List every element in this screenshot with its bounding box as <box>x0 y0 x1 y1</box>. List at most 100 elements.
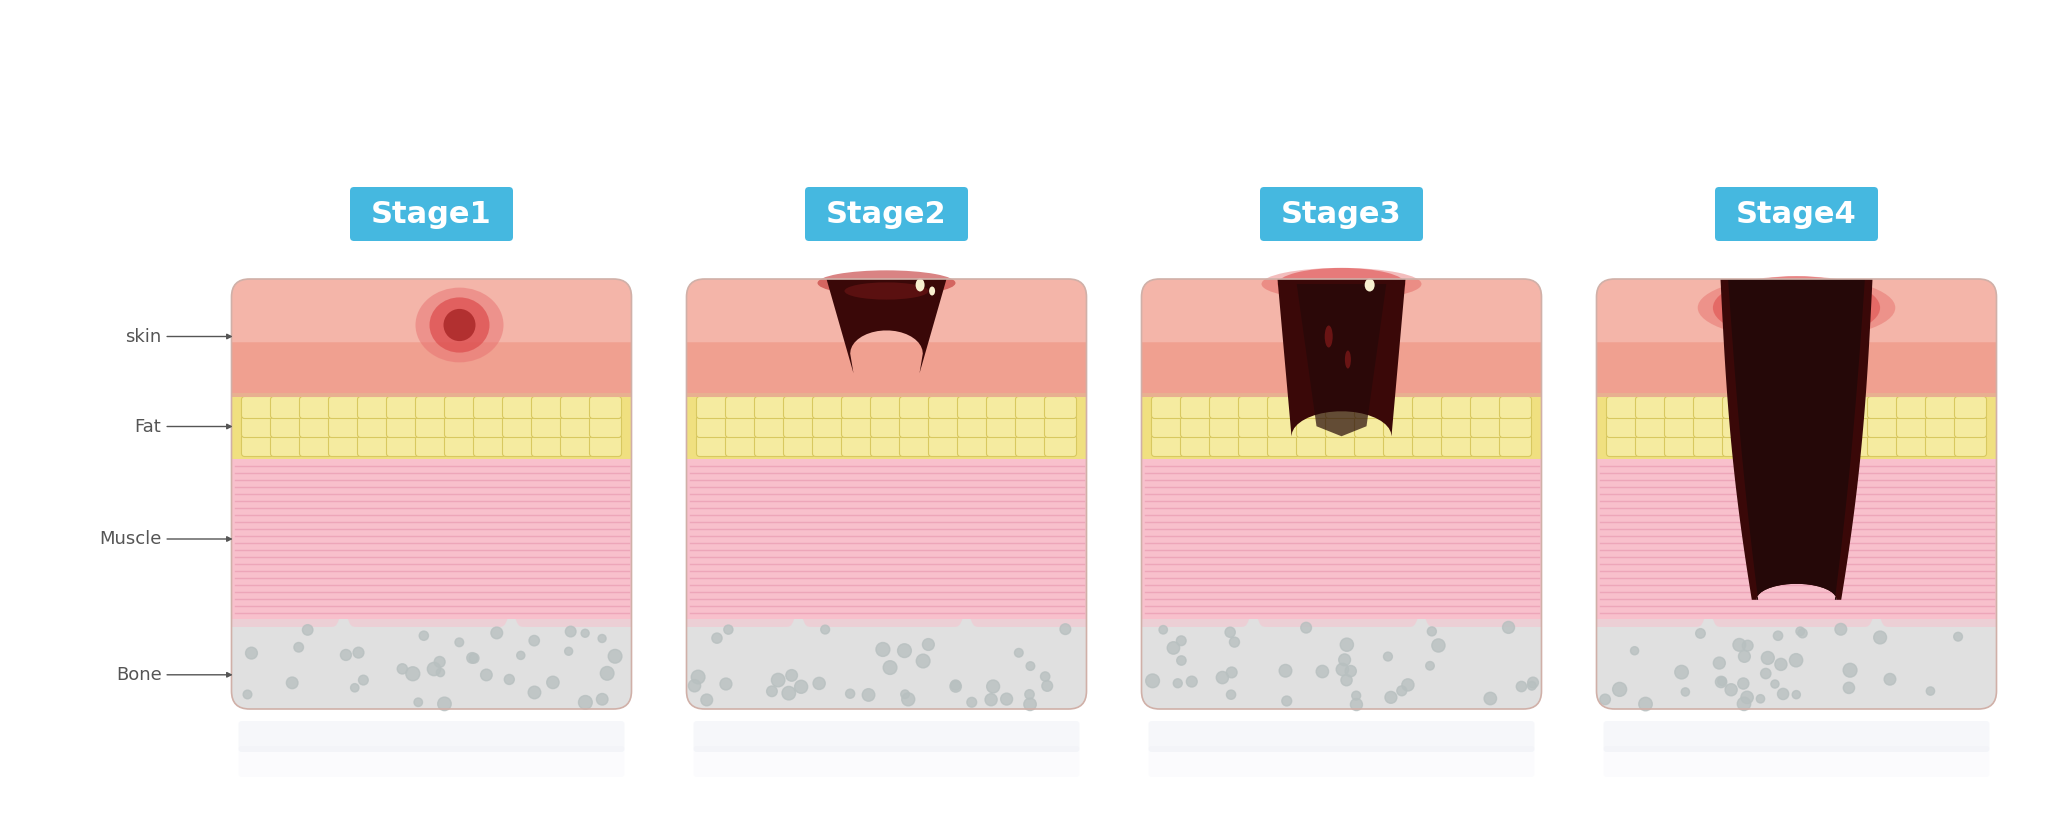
FancyBboxPatch shape <box>1751 415 1784 438</box>
Circle shape <box>1502 621 1515 634</box>
Circle shape <box>414 698 422 706</box>
PathPatch shape <box>1597 279 1996 342</box>
Circle shape <box>986 680 1000 693</box>
FancyBboxPatch shape <box>589 415 622 438</box>
FancyBboxPatch shape <box>1325 396 1358 419</box>
PathPatch shape <box>687 279 1087 394</box>
FancyBboxPatch shape <box>1045 434 1076 456</box>
Circle shape <box>1716 677 1727 688</box>
FancyBboxPatch shape <box>1210 415 1241 438</box>
FancyBboxPatch shape <box>1603 746 1990 777</box>
FancyBboxPatch shape <box>784 396 815 419</box>
Bar <box>230 393 632 397</box>
FancyBboxPatch shape <box>1723 415 1755 438</box>
FancyBboxPatch shape <box>871 415 903 438</box>
FancyBboxPatch shape <box>1636 434 1667 456</box>
Circle shape <box>578 695 593 709</box>
FancyBboxPatch shape <box>1441 415 1474 438</box>
Circle shape <box>1146 674 1159 688</box>
Circle shape <box>564 648 572 655</box>
Circle shape <box>397 664 407 674</box>
Polygon shape <box>1720 279 1873 600</box>
FancyBboxPatch shape <box>957 434 990 456</box>
FancyBboxPatch shape <box>813 434 844 456</box>
Circle shape <box>724 625 733 634</box>
FancyBboxPatch shape <box>1297 415 1329 438</box>
Circle shape <box>1836 624 1846 635</box>
FancyBboxPatch shape <box>1926 434 1957 456</box>
PathPatch shape <box>1597 279 1996 394</box>
Circle shape <box>1336 663 1348 676</box>
FancyBboxPatch shape <box>589 434 622 456</box>
Circle shape <box>1844 663 1856 677</box>
Circle shape <box>1000 693 1013 705</box>
FancyBboxPatch shape <box>813 415 844 438</box>
FancyBboxPatch shape <box>531 434 564 456</box>
Circle shape <box>1743 640 1753 651</box>
Circle shape <box>492 627 502 639</box>
PathPatch shape <box>1142 279 1541 342</box>
FancyBboxPatch shape <box>1441 396 1474 419</box>
FancyBboxPatch shape <box>241 434 274 456</box>
Circle shape <box>720 678 733 690</box>
Circle shape <box>517 651 525 659</box>
Polygon shape <box>1729 279 1865 600</box>
FancyBboxPatch shape <box>1500 434 1531 456</box>
FancyBboxPatch shape <box>1148 746 1535 777</box>
Circle shape <box>358 675 368 685</box>
Circle shape <box>1718 677 1727 686</box>
Circle shape <box>1770 680 1778 688</box>
Circle shape <box>1041 672 1050 681</box>
Circle shape <box>1185 677 1198 687</box>
FancyBboxPatch shape <box>1780 415 1813 438</box>
Text: Stage1: Stage1 <box>370 199 492 228</box>
Ellipse shape <box>817 270 955 296</box>
Circle shape <box>354 647 364 658</box>
Circle shape <box>1527 677 1539 688</box>
Circle shape <box>405 667 420 681</box>
FancyBboxPatch shape <box>1148 721 1535 752</box>
Ellipse shape <box>416 288 504 363</box>
Circle shape <box>420 631 428 640</box>
Circle shape <box>951 680 961 690</box>
Circle shape <box>901 693 914 706</box>
FancyBboxPatch shape <box>1015 434 1048 456</box>
FancyBboxPatch shape <box>1239 434 1270 456</box>
FancyBboxPatch shape <box>784 415 815 438</box>
FancyBboxPatch shape <box>241 396 274 419</box>
Bar <box>1142 394 1541 459</box>
FancyBboxPatch shape <box>1354 396 1387 419</box>
FancyBboxPatch shape <box>1152 415 1183 438</box>
Bar <box>1597 393 1996 397</box>
Circle shape <box>897 644 912 658</box>
Circle shape <box>1173 679 1181 688</box>
PathPatch shape <box>687 619 1087 709</box>
Circle shape <box>1426 662 1434 670</box>
Circle shape <box>1015 648 1023 657</box>
Text: Stage3: Stage3 <box>1282 199 1401 228</box>
FancyBboxPatch shape <box>270 415 303 438</box>
FancyBboxPatch shape <box>1897 415 1928 438</box>
FancyBboxPatch shape <box>899 434 932 456</box>
Text: Stage2: Stage2 <box>825 199 947 228</box>
Ellipse shape <box>1278 268 1406 300</box>
FancyBboxPatch shape <box>784 434 815 456</box>
FancyBboxPatch shape <box>1955 434 1986 456</box>
FancyBboxPatch shape <box>928 434 961 456</box>
FancyBboxPatch shape <box>350 187 512 241</box>
Circle shape <box>350 684 358 692</box>
FancyBboxPatch shape <box>1500 396 1531 419</box>
Bar <box>230 459 632 619</box>
Circle shape <box>1159 625 1167 634</box>
FancyBboxPatch shape <box>726 434 757 456</box>
Bar <box>1597 459 1996 619</box>
Circle shape <box>1737 697 1751 710</box>
Ellipse shape <box>1364 279 1375 292</box>
Bar <box>1597 394 1996 459</box>
FancyBboxPatch shape <box>1665 415 1696 438</box>
Circle shape <box>1675 665 1688 679</box>
Circle shape <box>434 657 445 667</box>
FancyBboxPatch shape <box>1838 434 1871 456</box>
FancyBboxPatch shape <box>1607 396 1638 419</box>
Circle shape <box>609 649 622 663</box>
